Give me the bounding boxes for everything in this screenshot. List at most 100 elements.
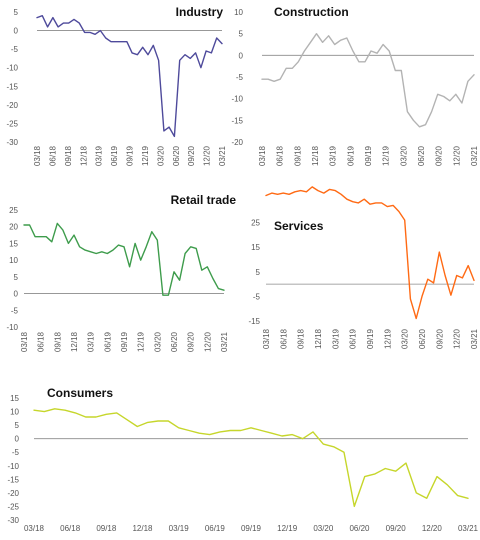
chart-panel-1: 5 0 -5 -10 -15 -20 -25 -30 03/18 06/18 09/18 12/18 0…	[6, 5, 227, 166]
x-tick-label: 03/19	[169, 524, 190, 533]
x-tick-label: 03/19	[331, 328, 340, 349]
chart-panel-5: 15 10 5 0 -5 -10 -15 -20 -25 -30 03/18 06/18 09/18 12…	[7, 386, 478, 533]
x-tick-label: 09/18	[293, 145, 302, 166]
x-tick-label: 09/19	[126, 145, 135, 166]
y-tick-label: -5	[236, 73, 244, 82]
x-tick-label: 12/20	[422, 524, 443, 533]
y-tick-label: 0	[14, 27, 19, 36]
x-tick-label: 06/18	[48, 145, 57, 166]
x-tick-label: 03/20	[399, 145, 408, 166]
y-tick-label: -15	[7, 475, 19, 484]
x-tick-label: 12/18	[132, 524, 153, 533]
x-tick-label: 03/20	[156, 145, 165, 166]
x-tick-label: 09/20	[435, 328, 444, 349]
x-tick-label: 12/19	[141, 145, 150, 166]
x-tick-label: 06/18	[276, 145, 285, 166]
x-tick-label: 03/21	[470, 328, 479, 349]
x-tick-label: 09/20	[187, 145, 196, 166]
y-tick-label: -25	[7, 502, 19, 511]
y-tick-label: -15	[231, 116, 243, 125]
y-tick-label: -5	[11, 45, 19, 54]
x-tick-label: 03/21	[470, 145, 479, 166]
y-tick-label: -20	[7, 489, 19, 498]
y-tick-label: 5	[14, 273, 19, 282]
x-tick-label: 03/20	[153, 331, 162, 352]
x-tick-label: 09/20	[386, 524, 407, 533]
x-tick-label: 12/19	[382, 145, 391, 166]
y-tick-label: -10	[6, 323, 18, 332]
y-tick-label: 25	[9, 206, 18, 215]
y-tick-label: 5	[239, 30, 244, 39]
y-tick-label: 20	[9, 223, 18, 232]
x-tick-label: 06/19	[103, 331, 112, 352]
x-tick-label: 09/19	[364, 145, 373, 166]
x-tick-label: 09/19	[366, 328, 375, 349]
y-tick-label: 15	[10, 394, 19, 403]
x-tick-label: 12/18	[79, 145, 88, 166]
y-tick-label: 10	[9, 256, 18, 265]
y-tick-label: 0	[239, 51, 244, 60]
x-tick-label: 03/21	[220, 331, 229, 352]
x-tick-label: 03/19	[95, 145, 104, 166]
x-tick-label: 09/19	[241, 524, 262, 533]
x-tick-label: 06/18	[279, 328, 288, 349]
x-tick-label: 06/18	[37, 331, 46, 352]
y-tick-label: -10	[231, 95, 243, 104]
x-tick-label: 09/18	[64, 145, 73, 166]
x-tick-label: 12/20	[452, 145, 461, 166]
chart-title: Industry	[176, 5, 224, 19]
y-tick-label: -10	[7, 462, 19, 471]
series-line	[23, 222, 225, 296]
chart-title: Retail trade	[171, 193, 237, 207]
x-tick-label: 12/19	[137, 331, 146, 352]
x-tick-label: 06/19	[205, 524, 226, 533]
x-tick-label: 03/21	[218, 145, 227, 166]
x-tick-label: 06/20	[418, 328, 427, 349]
y-tick-label: -30	[7, 516, 19, 525]
x-tick-label: 12/18	[70, 331, 79, 352]
x-tick-label: 12/19	[277, 524, 298, 533]
x-tick-label: 06/20	[172, 145, 181, 166]
x-tick-label: 09/19	[120, 331, 129, 352]
series-line	[261, 33, 475, 128]
chart-title: Services	[274, 219, 324, 233]
x-tick-label: 06/20	[417, 145, 426, 166]
x-tick-label: 12/18	[311, 145, 320, 166]
x-tick-label: 03/18	[33, 145, 42, 166]
y-tick-label: 0	[14, 290, 19, 299]
x-tick-label: 03/21	[458, 524, 479, 533]
y-tick-label: -15	[6, 82, 18, 91]
x-tick-label: 09/20	[435, 145, 444, 166]
y-tick-label: -10	[6, 64, 18, 73]
y-tick-label: -5	[11, 306, 19, 315]
y-tick-label: -30	[6, 138, 18, 147]
x-tick-label: 06/20	[170, 331, 179, 352]
y-tick-label: 15	[251, 243, 260, 252]
x-tick-label: 09/18	[297, 328, 306, 349]
x-tick-label: 09/18	[53, 331, 62, 352]
x-tick-label: 03/18	[24, 524, 45, 533]
x-tick-label: 03/20	[313, 524, 334, 533]
y-tick-label: -20	[231, 138, 243, 147]
x-tick-label: 12/20	[453, 328, 462, 349]
x-tick-label: 03/19	[87, 331, 96, 352]
chart-title: Construction	[274, 5, 349, 19]
y-tick-label: 10	[234, 8, 243, 17]
y-tick-label: 25	[251, 219, 260, 228]
y-tick-label: 5	[15, 421, 20, 430]
chart-panel-2: 10 5 0 -5 -10 -15 -20 03/18 06/18 09/18 12/18 03/19…	[231, 5, 479, 166]
x-tick-label: 03/18	[258, 145, 267, 166]
x-tick-label: 03/20	[401, 328, 410, 349]
y-tick-label: 10	[10, 408, 19, 417]
x-tick-label: 06/19	[346, 145, 355, 166]
series-line	[36, 14, 223, 138]
x-tick-label: 06/18	[60, 524, 81, 533]
x-tick-label: 12/20	[203, 331, 212, 352]
x-tick-label: 06/20	[349, 524, 370, 533]
y-tick-label: 0	[15, 435, 20, 444]
x-tick-label: 03/19	[329, 145, 338, 166]
x-tick-label: 03/18	[20, 331, 29, 352]
y-tick-label: -5	[253, 292, 261, 301]
